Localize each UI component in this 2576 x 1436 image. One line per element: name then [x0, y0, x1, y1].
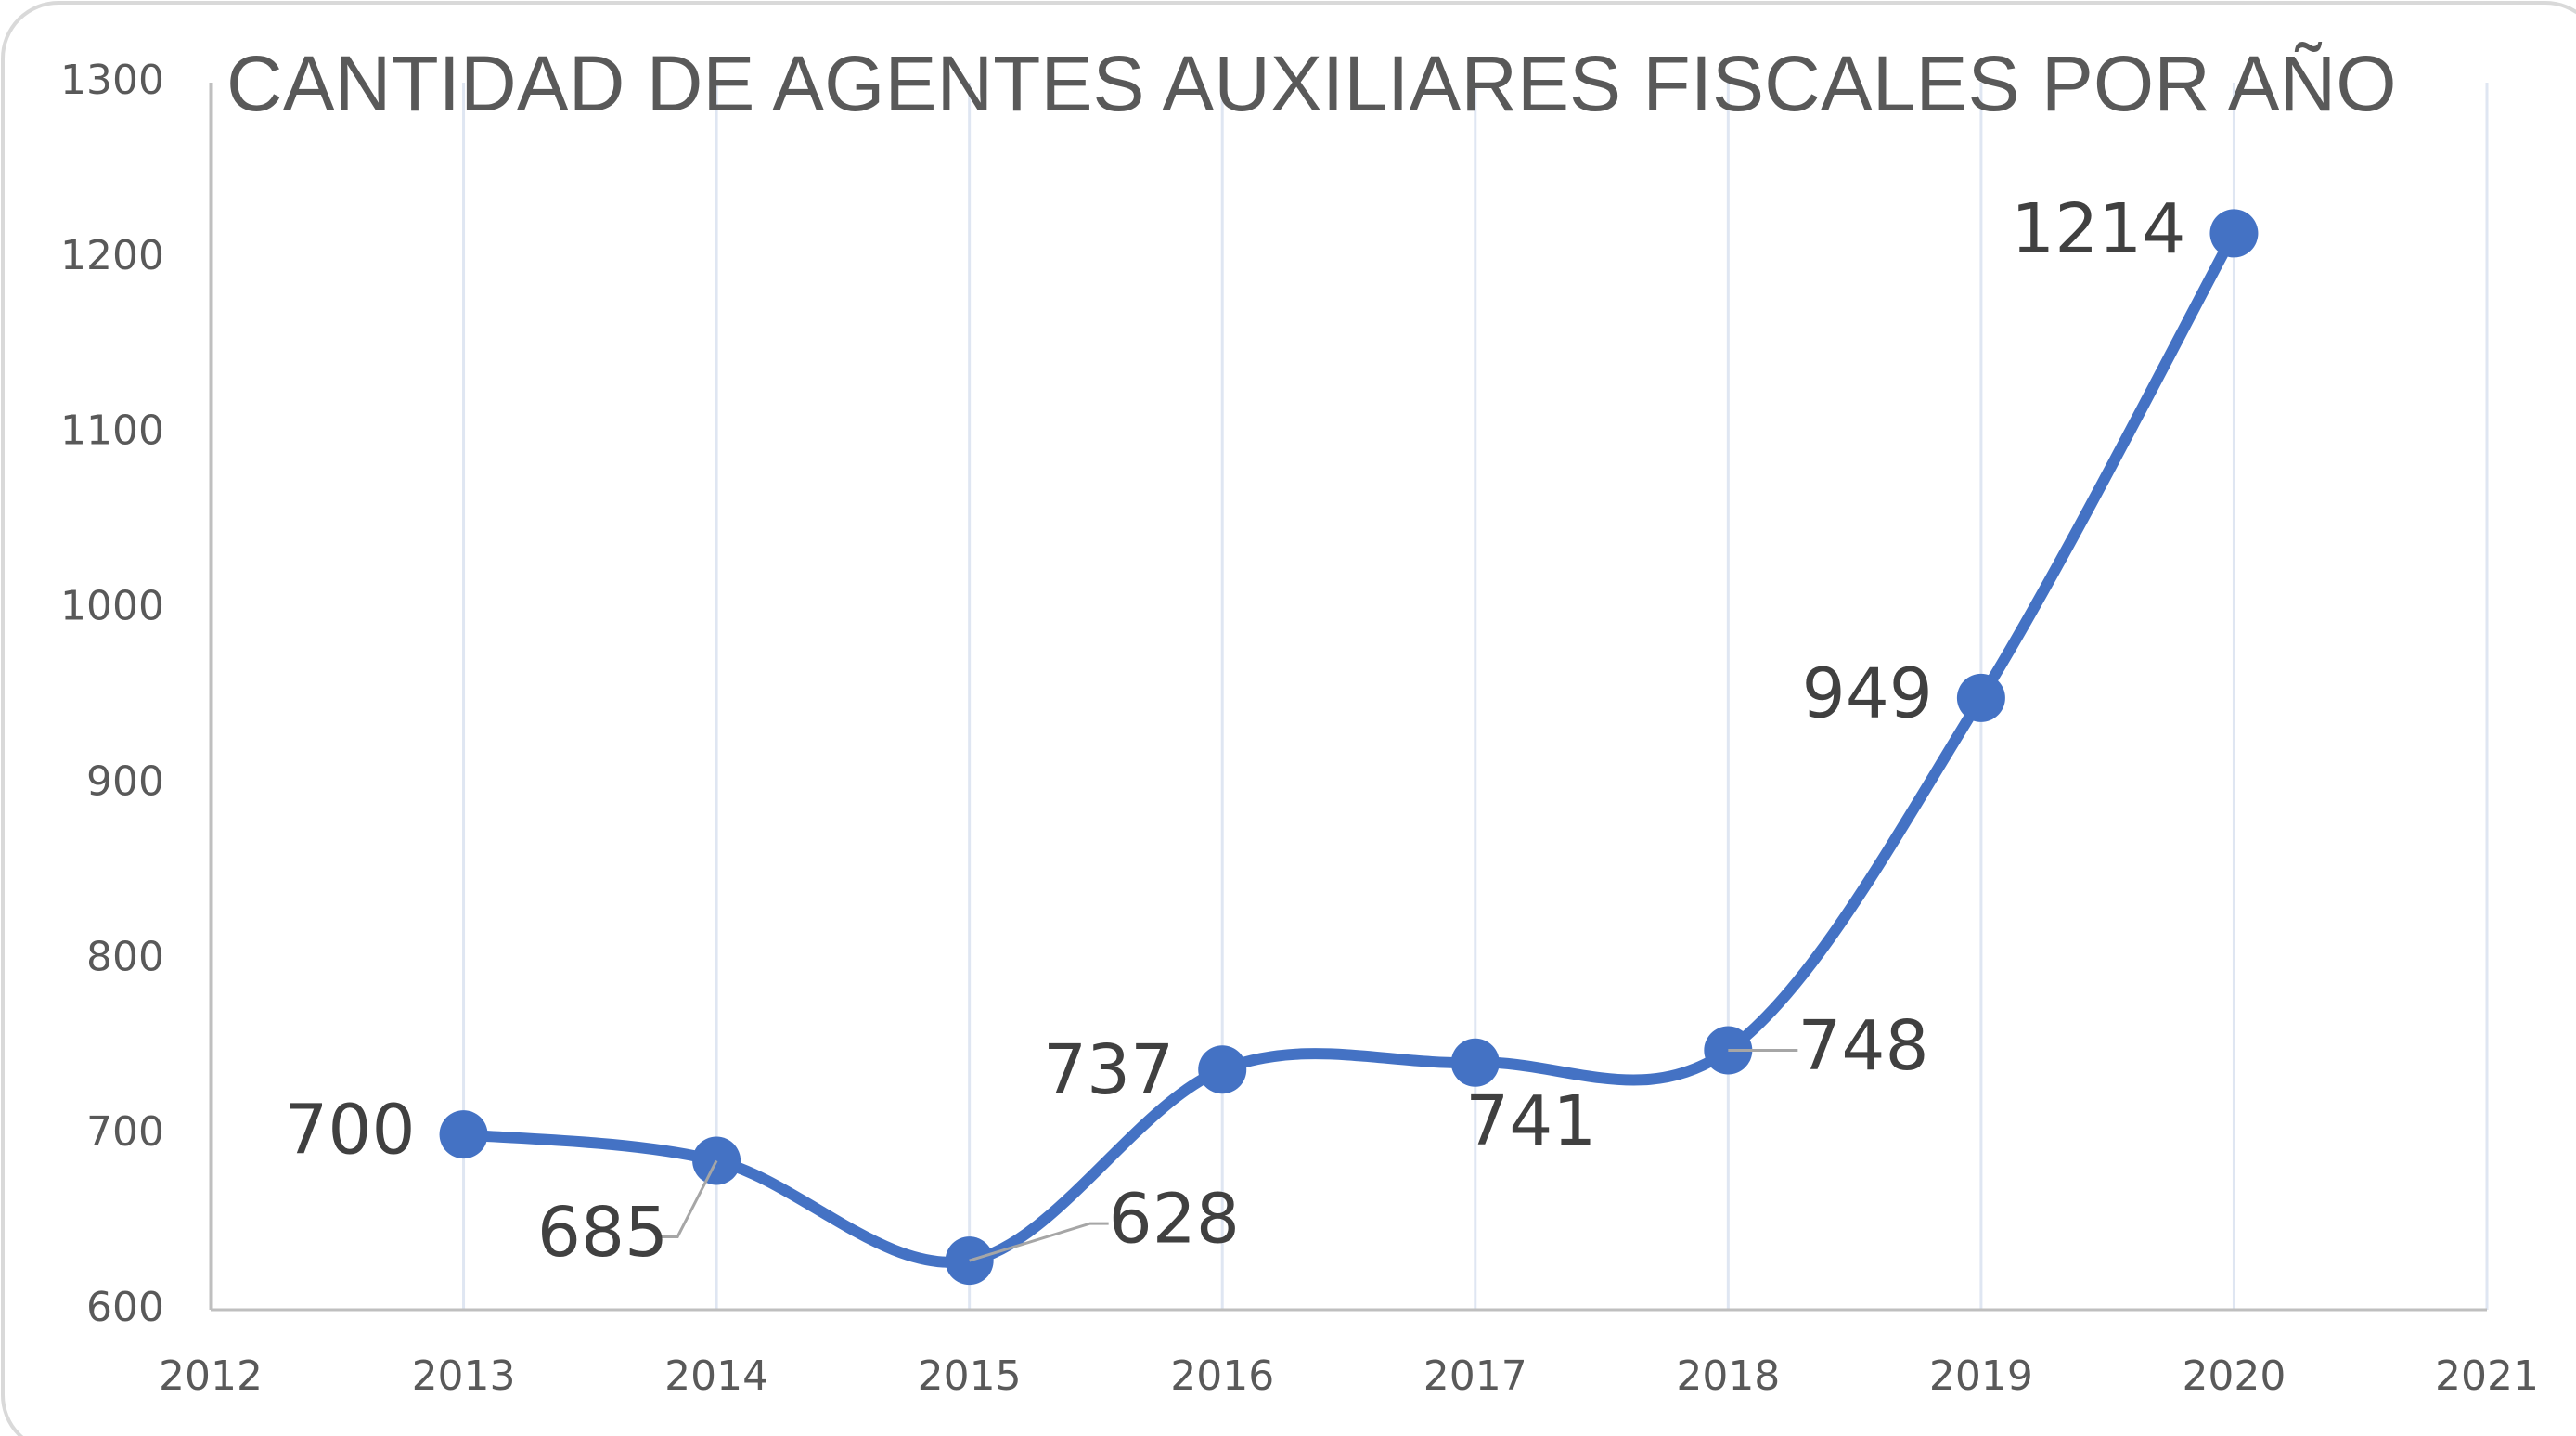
data-label: 737	[1043, 1030, 1174, 1110]
y-tick-label: 700	[86, 1108, 164, 1156]
marker	[439, 1110, 488, 1159]
data-label: 700	[284, 1091, 415, 1171]
chart-title: CANTIDAD DE AGENTES AUXILIARES FISCALES …	[226, 40, 2397, 127]
x-tick-label: 2012	[159, 1352, 263, 1400]
leader-line	[659, 1159, 718, 1238]
data-label: 949	[1802, 653, 1933, 733]
data-label: 685	[537, 1193, 668, 1273]
leader-line	[969, 1222, 1109, 1262]
x-tick-label: 2017	[1423, 1352, 1527, 1400]
marker	[1956, 673, 2005, 722]
y-tick-label: 600	[86, 1284, 164, 1331]
x-tick-label: 2018	[1676, 1352, 1780, 1400]
y-tick-label: 1100	[60, 408, 164, 455]
y-tick-label: 1200	[60, 232, 164, 279]
x-tick-label: 2016	[1170, 1352, 1274, 1400]
data-label: 1214	[2011, 189, 2185, 269]
marker	[2209, 209, 2259, 258]
x-tick-label: 2015	[918, 1352, 1022, 1400]
grid: 600 700 800 900 1000 1100 1200 1300 2012 2013 2014…	[60, 57, 2539, 1400]
x-tick-label: 2020	[2182, 1352, 2286, 1400]
y-tick-label: 1300	[60, 57, 164, 104]
data-label: 748	[1797, 1006, 1928, 1086]
x-tick-label: 2013	[412, 1352, 516, 1400]
marker	[1450, 1038, 1500, 1087]
marks: 700 685 628 737 741 748 949 1214	[284, 189, 2259, 1286]
y-tick-label: 900	[86, 757, 164, 805]
y-tick-label: 800	[86, 933, 164, 980]
marker	[1198, 1045, 1247, 1094]
x-tick-label: 2019	[1929, 1352, 2033, 1400]
data-label: 628	[1109, 1180, 1240, 1260]
x-tick-label: 2014	[664, 1352, 768, 1400]
y-tick-label: 1000	[60, 583, 164, 630]
x-tick-label: 2021	[2435, 1352, 2539, 1400]
data-label: 741	[1465, 1081, 1596, 1161]
